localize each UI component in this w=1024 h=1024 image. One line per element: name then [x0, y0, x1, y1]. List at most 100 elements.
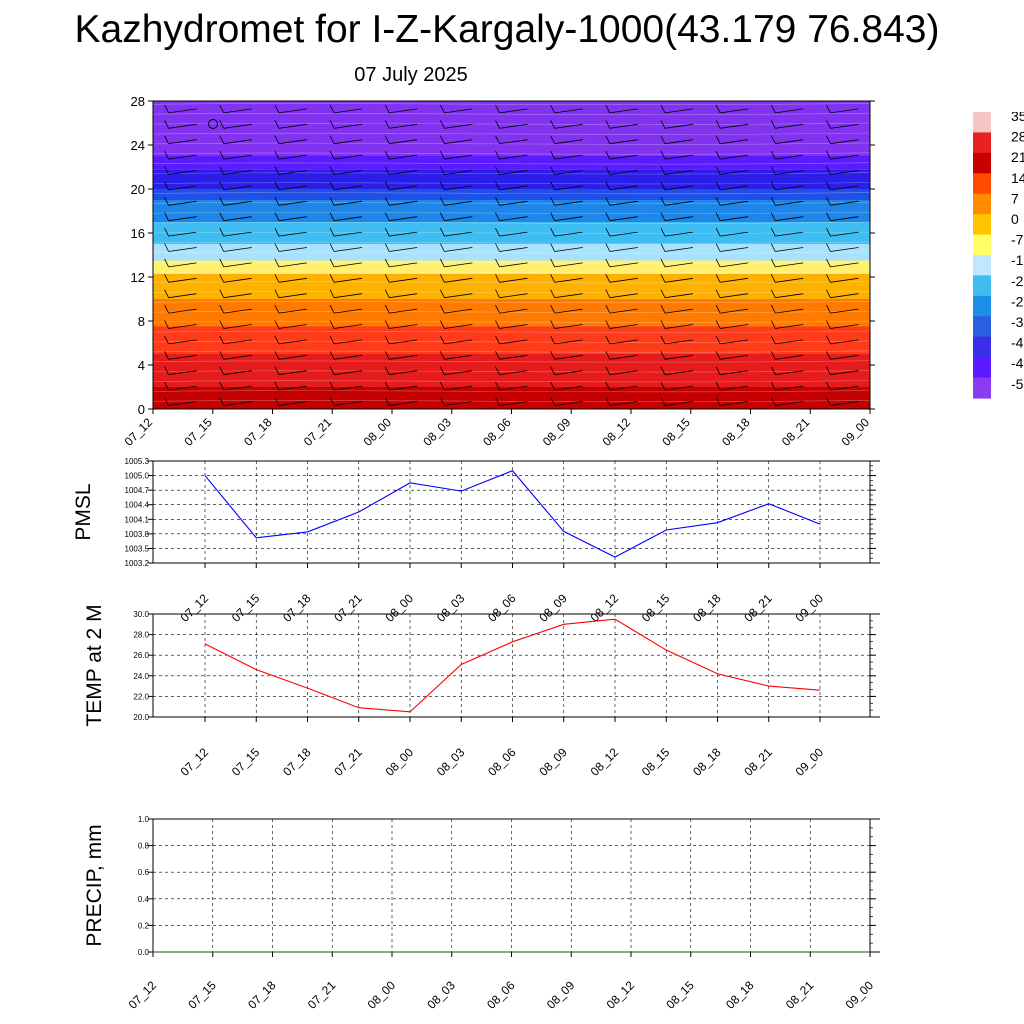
wind-barb-flag: [605, 274, 611, 283]
wind-barb-flag: [770, 181, 776, 191]
x-tick-label: 07_21: [331, 591, 365, 625]
contour-line: [152, 182, 871, 185]
wind-barb-flag: [495, 197, 500, 206]
wind-barb-flag: [164, 197, 169, 206]
wind-barb-flag: [770, 104, 776, 114]
wind-barb-flag: [605, 289, 611, 298]
wind-barb-flag: [274, 289, 280, 298]
color-band: [153, 273, 870, 299]
wind-barb: [444, 139, 473, 145]
wind-barb-flag: [384, 120, 390, 129]
wind-barb-flag: [164, 366, 169, 375]
wind-barb: [664, 170, 694, 175]
x-tick-label: 08_18: [723, 978, 757, 1012]
wind-barb: [775, 370, 804, 376]
wind-barb-flag: [164, 258, 169, 268]
wind-barb: [664, 277, 694, 283]
wind-barb: [720, 401, 749, 406]
wind-barb-flag: [660, 351, 666, 360]
wind-barb: [333, 216, 363, 222]
x-tick-label: 07_18: [245, 978, 279, 1012]
wind-barb: [775, 123, 804, 129]
wind-barb-flag: [715, 320, 721, 329]
x-tick-label: 08_03: [434, 591, 468, 625]
colorbar-swatch: [973, 234, 991, 256]
x-tick-label: 07_15: [229, 591, 263, 625]
wind-barb-flag: [495, 120, 500, 129]
x-tick-label: 07_18: [280, 591, 314, 625]
contour-line: [152, 330, 871, 333]
wind-barb-flag: [329, 120, 335, 129]
wind-barb: [720, 108, 749, 114]
wind-barb: [444, 262, 473, 268]
contour-line: [152, 231, 871, 234]
wind-barb: [775, 247, 804, 252]
wind-barb: [609, 108, 638, 114]
wind-barb: [775, 185, 804, 191]
wind-barb-flag: [329, 135, 335, 144]
wind-barb: [223, 139, 252, 145]
wind-barb: [278, 139, 307, 145]
wind-barb: [389, 185, 418, 191]
wind-barb-flag: [495, 212, 500, 221]
wind-barb-flag: [329, 274, 335, 283]
x-tick-label: 07_15: [229, 745, 263, 779]
colorbar-swatch: [973, 377, 991, 399]
wind-barb-flag: [219, 304, 225, 314]
colorbar-label: -1: [1011, 252, 1024, 268]
wind-barb-flag: [826, 258, 831, 268]
wind-barb: [720, 231, 749, 237]
wind-barb-flag: [715, 197, 721, 206]
wind-barb-flag: [605, 181, 611, 191]
wind-barb-flag: [660, 150, 666, 160]
contour-line: [152, 221, 871, 224]
wind-barb: [333, 262, 363, 268]
colorbar-swatch: [973, 112, 991, 134]
wind-barb-flag: [660, 135, 666, 144]
wind-barb-flag: [826, 397, 831, 406]
wind-barb-flag: [770, 289, 776, 298]
wind-barb: [499, 170, 528, 175]
wind-barb: [223, 200, 252, 206]
colorbar-swatch: [973, 357, 991, 379]
wind-barb: [775, 108, 804, 114]
color-band: [153, 222, 870, 244]
colorbar-swatch: [973, 214, 991, 236]
wind-barb-flag: [826, 289, 831, 298]
wind-barb: [554, 108, 583, 114]
wind-barb: [278, 216, 307, 222]
wind-barb: [830, 200, 859, 206]
wind-barb-flag: [384, 212, 390, 221]
wind-barb-flag: [274, 397, 280, 406]
wind-barb-flag: [164, 120, 169, 129]
wind-barb: [223, 185, 252, 191]
wind-barb: [830, 139, 859, 145]
wind-barb: [168, 385, 197, 391]
wind-barb: [554, 385, 583, 391]
contour-line: [152, 380, 871, 383]
x-tick-label: 08_21: [779, 415, 813, 449]
wind-barb-flag: [770, 197, 776, 206]
contour-line: [152, 112, 871, 115]
wind-barb: [223, 277, 252, 283]
wind-barb: [444, 108, 473, 114]
wind-barb: [664, 200, 694, 206]
color-band: [153, 326, 870, 354]
wind-barb: [830, 324, 859, 329]
wind-barb: [168, 401, 197, 406]
wind-barb: [223, 216, 252, 222]
wind-barb-flag: [550, 181, 556, 191]
wind-barb: [830, 108, 859, 114]
wind-barb: [389, 339, 418, 345]
wind-barb-flag: [329, 197, 335, 206]
wind-barb: [444, 385, 473, 391]
wind-barb: [664, 123, 694, 129]
wind-barb-flag: [384, 289, 390, 298]
contour-line: [152, 291, 871, 294]
wind-barb: [664, 185, 694, 191]
wind-barb: [333, 247, 363, 252]
wind-barb-flag: [770, 227, 776, 237]
wind-barb: [720, 262, 749, 268]
wind-barb-flag: [164, 212, 169, 221]
wind-barb: [830, 370, 859, 376]
